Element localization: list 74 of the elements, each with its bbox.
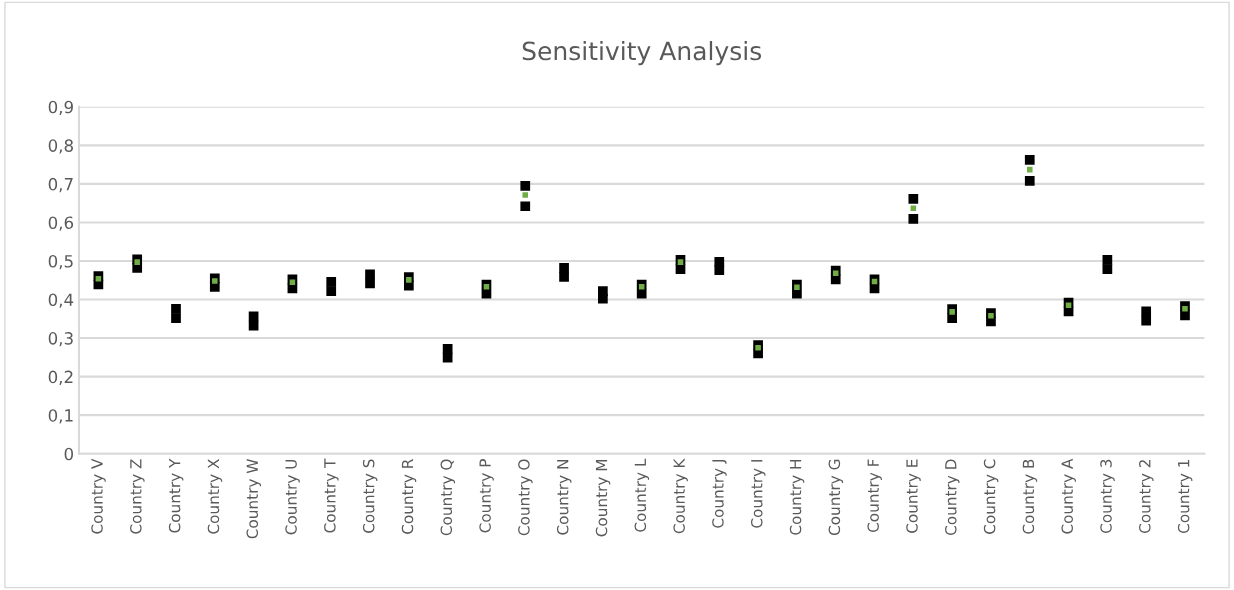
point [910,205,917,211]
x-tick-label: Country L [634,458,650,532]
x-tick-label: Country V [91,458,106,534]
x-tick-label: Country D [945,459,960,536]
y-tick-label: 0,8 [48,139,73,154]
point [248,320,259,331]
point [1024,155,1035,165]
y-tick-label: 0,3 [48,332,73,347]
point [1182,306,1188,312]
point [442,344,453,354]
point [483,284,490,290]
point [636,288,647,299]
point [638,284,645,290]
x-tick-label: Country F [867,459,882,533]
point [755,344,761,351]
x-tick-label: Country 1 [1177,459,1193,533]
point [559,263,569,273]
point [792,288,802,299]
y-tick-label: 0,4 [48,293,74,308]
point [289,279,296,285]
point [171,313,181,323]
x-tick-label: Country Z [130,459,145,534]
x-tick-label: Country U [285,459,300,535]
point [988,312,994,319]
y-tick-label: 0,2 [48,370,73,385]
x-tick-label: Country I [750,460,766,528]
point [326,276,337,287]
x-tick-label: Country S [362,459,378,533]
chart-title: Sensitivity Analysis [522,41,762,66]
point [949,309,955,315]
x-tick-label: Country K [673,458,688,534]
point [171,303,181,314]
y-tick-label: 0,9 [48,100,73,116]
point [908,194,919,204]
x-tick-label: Country Y [168,458,184,533]
x-tick-label: Country C [983,459,999,534]
x-tick-label: Country G [828,459,844,536]
point [365,278,375,289]
x-tick-label: Country H [789,460,805,535]
x-tick-label: Country 3 [1100,459,1115,533]
point [1026,166,1033,173]
x-tick-label: Country O [518,459,533,536]
x-tick-label: Country A [1061,458,1076,534]
x-tick-label: Country 2 [1139,460,1154,533]
y-tick-label: 0,1 [48,409,73,424]
point [677,259,684,265]
x-tick-label: Country P [479,459,494,533]
point [442,352,453,363]
x-tick-label: Country J [712,460,727,528]
x-tick-label: Country Q [440,459,456,536]
point [520,180,531,191]
point [520,201,531,212]
y-tick-label: 0 [64,447,74,461]
point [1141,306,1152,317]
x-tick-label: Country M [595,460,611,537]
x-tick-label: Country T [324,458,339,533]
point [559,271,569,282]
point [908,214,919,224]
point [1024,175,1035,186]
point [522,192,529,198]
point [1141,315,1152,326]
y-tick-label: 0,6 [48,216,74,231]
x-tick-label: Country W [246,459,261,539]
point [326,286,337,296]
y-tick-label: 0,5 [48,254,73,270]
y-tick-label: 0,7 [48,177,73,193]
x-tick-label: Country E [906,459,921,533]
x-tick-label: Country N [556,460,572,535]
point [714,265,725,276]
point [1102,264,1113,274]
x-tick-label: Country X [207,459,223,534]
x-tick-label: Country R [401,459,417,534]
x-tick-label: Country B [1022,459,1038,534]
point [598,293,608,304]
